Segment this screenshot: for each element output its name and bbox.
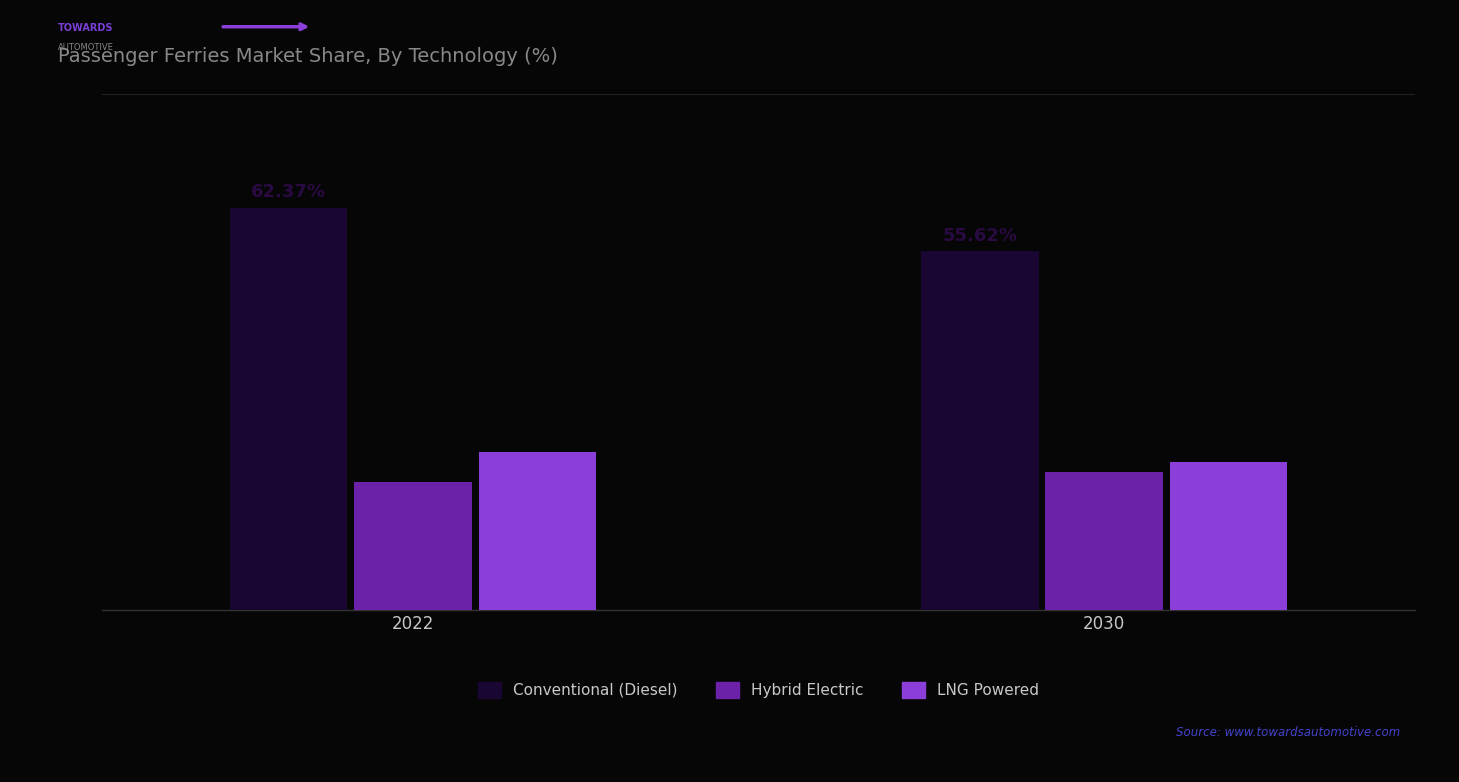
- Text: TOWARDS: TOWARDS: [58, 23, 114, 34]
- Text: AUTOMOTIVE: AUTOMOTIVE: [58, 43, 114, 52]
- Bar: [355, 482, 471, 610]
- Bar: [921, 251, 1039, 610]
- Legend: Conventional (Diesel), Hybrid Electric, LNG Powered: Conventional (Diesel), Hybrid Electric, …: [471, 674, 1046, 705]
- Text: 55.62%: 55.62%: [943, 227, 1017, 245]
- Bar: [1170, 462, 1287, 610]
- Bar: [1046, 472, 1163, 610]
- Text: Source: www.towardsautomotive.com: Source: www.towardsautomotive.com: [1176, 726, 1401, 739]
- Text: Passenger Ferries Market Share, By Technology (%): Passenger Ferries Market Share, By Techn…: [58, 47, 559, 66]
- Bar: [479, 452, 597, 610]
- Bar: [231, 207, 347, 610]
- Text: 62.37%: 62.37%: [251, 183, 327, 201]
